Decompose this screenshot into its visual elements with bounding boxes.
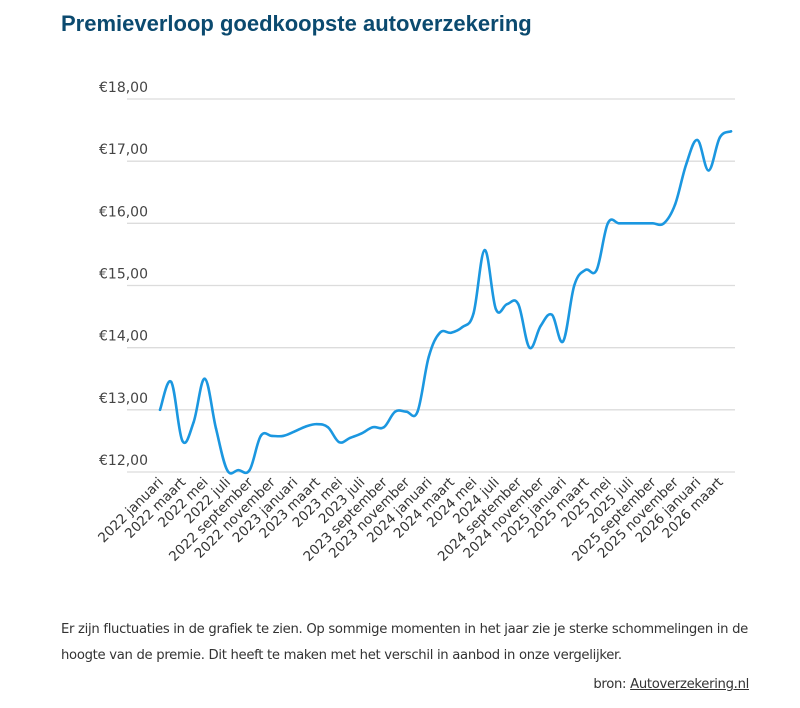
data-point xyxy=(337,440,341,444)
data-point xyxy=(169,380,173,384)
data-point xyxy=(270,434,274,438)
data-point xyxy=(483,248,486,252)
data-point xyxy=(259,434,262,438)
chart-title: Premieverloop goedkoopste autoverzekerin… xyxy=(61,11,532,36)
data-point xyxy=(561,340,565,343)
data-point xyxy=(405,410,408,413)
y-tick-label: €17,00 xyxy=(99,142,148,158)
data-point xyxy=(505,302,509,306)
data-point xyxy=(225,468,229,472)
data-point xyxy=(203,377,206,380)
data-point xyxy=(214,427,218,430)
data-point xyxy=(360,432,363,435)
data-point xyxy=(382,426,386,429)
data-point xyxy=(573,284,576,287)
data-point xyxy=(595,268,598,272)
data-point xyxy=(416,410,419,413)
data-point xyxy=(528,346,531,349)
data-point xyxy=(494,307,498,311)
data-point xyxy=(248,468,251,472)
data-point xyxy=(539,324,542,328)
data-point xyxy=(158,408,162,412)
data-point xyxy=(617,222,621,225)
data-point xyxy=(696,138,699,142)
data-point xyxy=(181,439,184,443)
data-point xyxy=(293,430,296,433)
data-point xyxy=(237,468,240,472)
data-point xyxy=(729,130,733,133)
data-point xyxy=(662,222,666,225)
data-point xyxy=(326,426,330,429)
data-point xyxy=(584,268,587,272)
data-point xyxy=(349,436,352,440)
y-tick-label: €14,00 xyxy=(99,329,148,345)
data-point xyxy=(550,313,554,316)
gridlines xyxy=(127,98,735,473)
y-tick-label: €16,00 xyxy=(99,204,148,220)
data-point xyxy=(427,355,430,359)
source-prefix: bron: xyxy=(593,677,631,692)
source-link[interactable]: Autoverzekering.nl xyxy=(630,677,749,692)
y-tick-label: €18,00 xyxy=(99,80,148,96)
data-point xyxy=(461,325,464,329)
data-point xyxy=(192,421,195,424)
data-point xyxy=(472,312,475,315)
data-point xyxy=(629,222,632,225)
data-point xyxy=(606,222,610,225)
data-point xyxy=(393,410,397,413)
y-tick-label: €13,00 xyxy=(99,391,148,407)
data-point xyxy=(707,169,710,172)
data-points xyxy=(158,130,733,472)
data-point xyxy=(315,422,318,426)
data-point xyxy=(651,222,654,225)
source-line: bron: Autoverzekering.nl xyxy=(593,677,749,692)
data-point xyxy=(449,331,453,334)
data-point xyxy=(371,426,374,429)
data-point xyxy=(673,203,677,206)
y-tick-label: €15,00 xyxy=(99,267,148,283)
chart-description: Er zijn fluctuaties in de grafiek te zie… xyxy=(61,622,748,663)
data-point xyxy=(304,425,307,428)
data-point xyxy=(640,222,643,225)
data-point xyxy=(718,136,722,139)
y-axis-ticks: €12,00 €13,00 €14,00 €15,00 €16,00 €17,00 €18,… xyxy=(99,80,148,469)
y-tick-label: €12,00 xyxy=(99,453,148,469)
data-point xyxy=(281,434,285,438)
data-point xyxy=(685,163,688,166)
series-line xyxy=(158,130,733,475)
data-point xyxy=(517,302,520,306)
data-point xyxy=(438,331,442,334)
